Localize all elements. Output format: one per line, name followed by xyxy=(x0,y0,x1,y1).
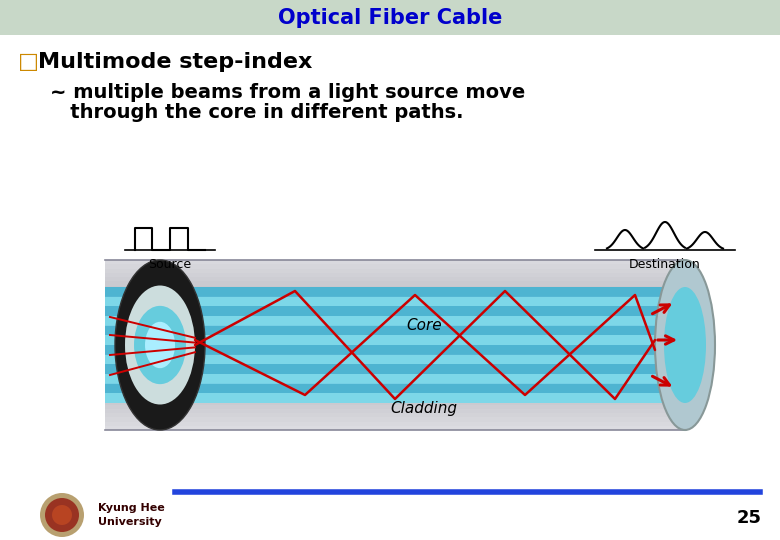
Bar xyxy=(105,276,685,281)
Bar xyxy=(105,395,685,400)
Bar xyxy=(105,374,685,379)
Bar xyxy=(105,319,685,324)
Bar xyxy=(105,298,685,302)
Ellipse shape xyxy=(655,260,715,430)
Ellipse shape xyxy=(115,260,205,430)
Bar xyxy=(105,374,685,383)
Circle shape xyxy=(52,505,72,525)
Bar xyxy=(105,370,685,375)
Bar xyxy=(105,260,685,264)
Bar xyxy=(105,332,685,336)
Bar xyxy=(105,413,685,417)
Bar xyxy=(105,306,685,316)
Text: Optical Fiber Cable: Optical Fiber Cable xyxy=(278,8,502,28)
Ellipse shape xyxy=(134,306,186,384)
Ellipse shape xyxy=(125,286,195,404)
Bar xyxy=(105,272,685,277)
Bar xyxy=(0,0,780,35)
Ellipse shape xyxy=(664,287,706,403)
Ellipse shape xyxy=(145,322,175,368)
Bar xyxy=(105,404,685,409)
Text: 25: 25 xyxy=(737,509,762,527)
Bar xyxy=(105,357,685,362)
Bar xyxy=(105,379,685,383)
Bar xyxy=(105,315,685,320)
Bar xyxy=(105,421,685,426)
Bar xyxy=(105,353,685,357)
Bar xyxy=(105,383,685,393)
Text: ~ multiple beams from a light source move: ~ multiple beams from a light source mov… xyxy=(50,84,525,103)
Bar xyxy=(105,294,685,298)
Circle shape xyxy=(45,498,79,532)
Text: Source: Source xyxy=(148,258,192,271)
Bar xyxy=(105,289,685,294)
Text: □: □ xyxy=(18,52,39,72)
Bar xyxy=(105,302,685,307)
Bar xyxy=(105,327,685,332)
Bar xyxy=(105,426,685,430)
Text: Cladding: Cladding xyxy=(391,401,458,415)
Bar xyxy=(105,383,685,388)
Bar xyxy=(105,345,685,349)
Bar xyxy=(105,366,685,370)
Bar xyxy=(105,326,685,335)
Bar xyxy=(105,408,685,413)
Bar xyxy=(105,387,685,392)
Text: Multimode step-index: Multimode step-index xyxy=(38,52,312,72)
Bar xyxy=(105,400,685,404)
Bar xyxy=(105,264,685,268)
Text: Destination: Destination xyxy=(629,258,701,271)
Text: Kyung Hee: Kyung Hee xyxy=(98,503,165,513)
Bar xyxy=(105,306,685,311)
Bar xyxy=(105,316,685,326)
Bar xyxy=(105,310,685,315)
Bar xyxy=(105,335,685,345)
Bar xyxy=(105,361,685,366)
Bar xyxy=(105,392,685,396)
Bar xyxy=(105,345,685,355)
Text: Core: Core xyxy=(406,318,441,333)
Bar xyxy=(105,296,685,306)
Bar xyxy=(105,281,685,286)
Bar xyxy=(105,336,685,341)
Bar xyxy=(105,364,685,374)
Text: through the core in different paths.: through the core in different paths. xyxy=(50,103,463,122)
Bar xyxy=(105,354,685,364)
Bar xyxy=(105,285,685,290)
Bar xyxy=(105,349,685,354)
Bar xyxy=(105,417,685,422)
Circle shape xyxy=(40,493,84,537)
Bar xyxy=(105,323,685,328)
Bar xyxy=(105,340,685,345)
Bar xyxy=(105,268,685,273)
Bar xyxy=(105,393,685,403)
Bar xyxy=(105,287,685,296)
Text: University: University xyxy=(98,517,161,527)
Bar xyxy=(105,287,685,403)
